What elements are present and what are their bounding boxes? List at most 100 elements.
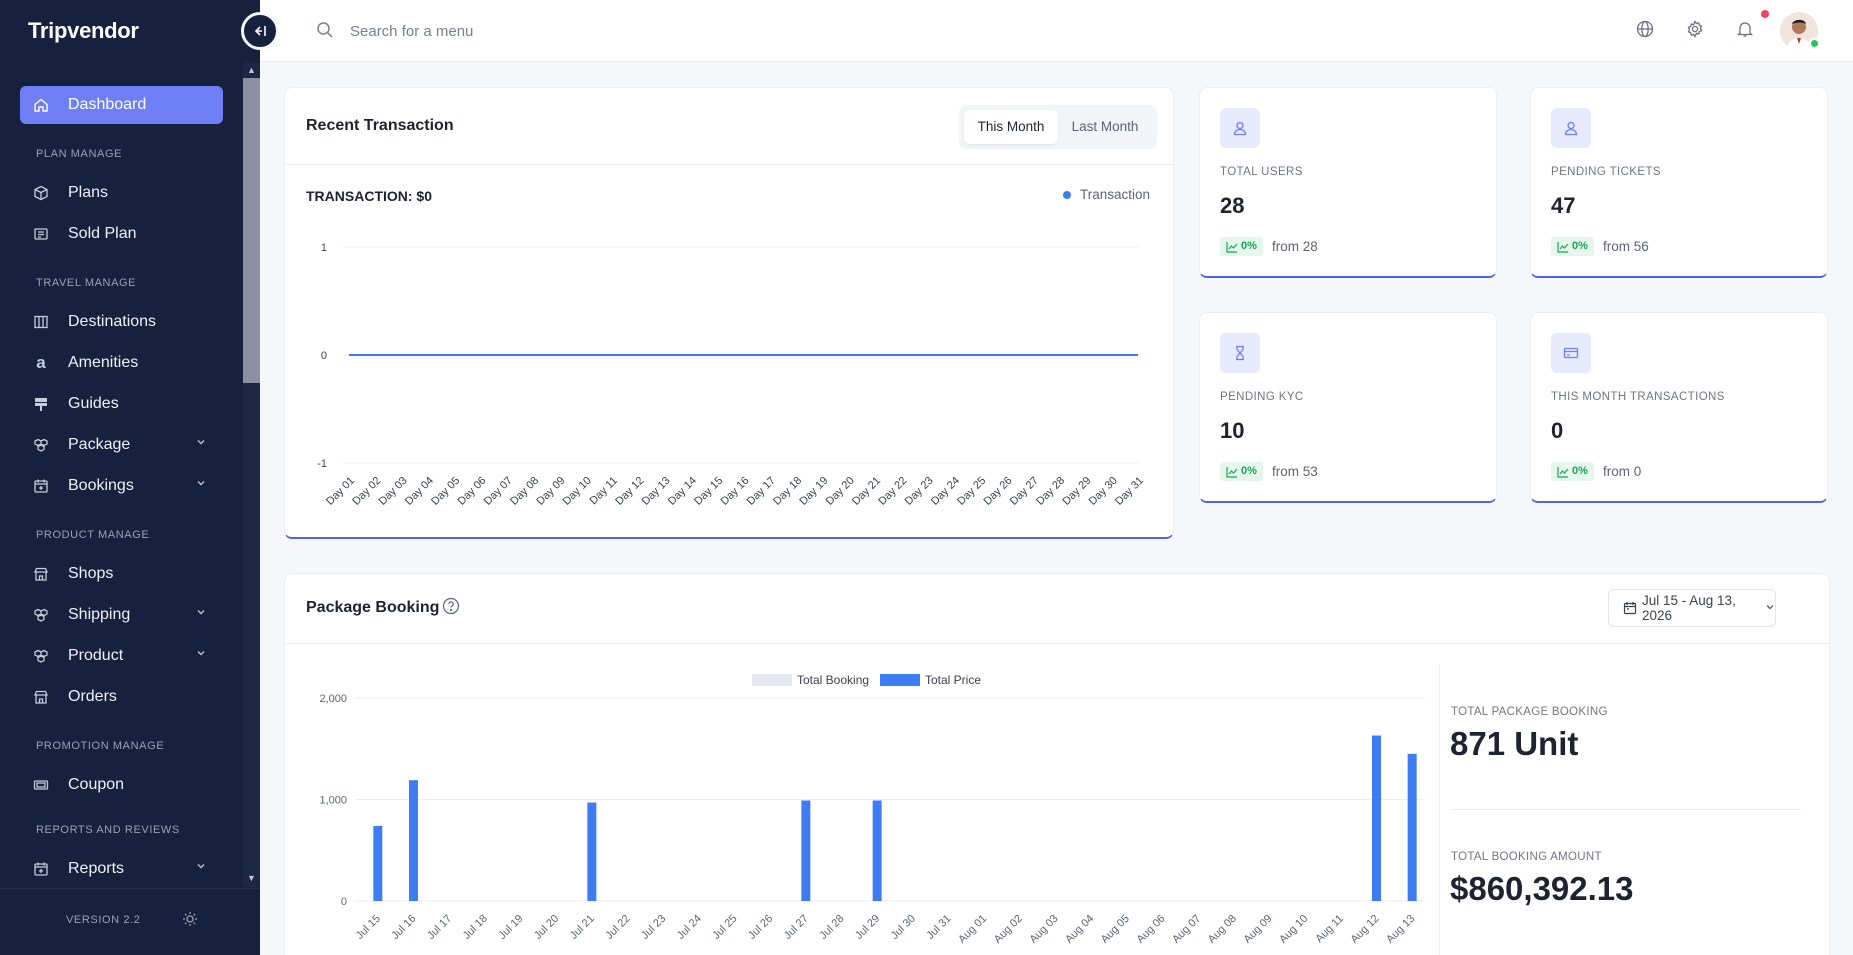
sidebar-item-label: Guides [68,395,119,412]
bar-total-price [801,800,811,901]
bar-total-price [373,825,383,901]
sidebar-item-label: Shops [68,565,114,582]
chart-legend: Total Booking Total Price [752,673,981,687]
stat-from: from 28 [1272,239,1318,254]
y-tick-label: -1 [317,458,327,470]
sidebar-item-dashboard[interactable]: Dashboard [20,86,223,124]
stat-change-badge: 0% [1220,462,1263,481]
chart-legend: Transaction [1063,187,1150,202]
sidebar-item-sold-plan[interactable]: Sold Plan [20,215,223,253]
x-tick-label: Day 03 [377,475,410,508]
x-tick-label: Aug 04 [1063,913,1096,946]
tab-this-month[interactable]: This Month [964,110,1058,144]
stat-change: 0% [1241,240,1257,252]
sidebar-item-plans[interactable]: Plans [20,174,223,212]
search-input[interactable] [350,18,750,44]
sidebar-item-reports[interactable]: Reports [20,850,223,888]
sidebar-item-label: Plans [68,184,109,201]
boxes-icon [32,606,50,624]
tab-last-month[interactable]: Last Month [1071,119,1139,134]
y-tick-label: 1,000 [319,795,347,807]
x-tick-label: Aug 02 [992,913,1025,946]
sidebar-collapse-button[interactable] [241,12,279,50]
sidebar-item-label: Package [68,436,131,453]
logo-text: Tripvendor [28,18,139,43]
sidebar-item-shops[interactable]: Shops [20,555,223,593]
sidebar-item-amenities[interactable]: a Amenities [20,344,223,382]
chevron-down-icon [195,436,209,450]
x-tick-label: Jul 23 [639,913,668,942]
sidebar-item-coupon[interactable]: Coupon [20,766,223,804]
card-header: Recent Transaction This Month Last Month [285,88,1173,165]
amenities-icon: a [36,353,46,372]
total-package-booking-value: 871 Unit [1450,725,1579,762]
x-tick-label: Aug 09 [1241,913,1274,946]
x-tick-label: Jul 28 [817,913,846,942]
date-range-picker[interactable]: Jul 15 - Aug 13, 2026 [1608,589,1776,627]
x-tick-label: Jul 15 [354,913,383,942]
x-tick-label: Day 02 [350,475,383,508]
sidebar-item-bookings[interactable]: Bookings [20,467,223,505]
trend-up-icon [1226,466,1238,478]
bar-total-price [587,802,597,901]
stat-change-badge: 0% [1551,462,1594,481]
x-tick-label: Jul 24 [675,913,704,942]
x-tick-label: Day 04 [403,475,436,508]
sidebar-item-shipping[interactable]: Shipping [20,596,223,634]
section-heading-product: PRODUCT MANAGE [36,529,150,541]
sidebar-footer: VERSION 2.2 [0,888,260,955]
x-tick-label: Day 31 [1113,475,1146,508]
bar-total-price [872,800,882,901]
logo[interactable]: Tripvendor [28,18,139,44]
legend-swatch [1063,190,1071,199]
stat-value: 10 [1220,418,1245,443]
x-tick-label: Day 29 [1060,475,1093,508]
version-label: VERSION 2.2 [66,914,141,926]
sidebar-item-package[interactable]: Package [20,426,223,464]
divider [1451,809,1801,810]
stat-value: 0 [1551,418,1564,443]
trend-up-icon [1557,466,1569,478]
stat-value: 28 [1220,193,1245,218]
sidebar-item-guides[interactable]: Guides [20,385,223,423]
hourglass-icon [1220,333,1260,373]
sun-icon[interactable] [182,911,198,932]
legend-swatch [752,674,792,686]
x-tick-label: Day 26 [981,475,1014,508]
x-tick-label: Aug 12 [1348,913,1381,946]
sidebar-item-product[interactable]: Product [20,637,223,675]
stat-card-month-transactions: THIS MONTH TRANSACTIONS 0 0% from 0 [1530,312,1828,503]
total-package-booking-label: TOTAL PACKAGE BOOKING [1451,706,1608,718]
boxes-icon [32,436,50,454]
sidebar-item-destinations[interactable]: Destinations [20,303,223,341]
gear-icon[interactable] [1686,20,1706,40]
scroll-down-icon[interactable]: ▼ [247,873,256,883]
stat-change: 0% [1572,465,1588,477]
x-tick-label: Day 24 [929,475,962,508]
x-tick-label: Day 25 [955,475,988,508]
x-tick-label: Day 15 [692,475,725,508]
stat-card-pending-kyc: PENDING KYC 10 0% from 53 [1199,312,1497,503]
x-tick-label: Jul 16 [389,913,418,942]
card-title: Package Booking [306,599,440,616]
x-tick-label: Aug 05 [1099,913,1132,946]
help-icon[interactable] [442,597,460,615]
stat-card-pending-tickets: PENDING TICKETS 47 0% from 56 [1530,87,1828,278]
bar-total-price [1372,735,1381,901]
sidebar-item-label: Dashboard [68,96,147,113]
sidebar-item-label: Amenities [68,354,139,371]
total-booking-amount-value: $860,392.13 [1450,870,1634,907]
sidebar-item-orders[interactable]: Orders [20,678,223,716]
stat-value: 47 [1551,193,1576,218]
sidebar-scrollbar-thumb[interactable] [243,78,260,383]
globe-icon[interactable] [1636,20,1656,40]
credit-card-icon [1551,333,1591,373]
x-tick-label: Jul 21 [568,913,597,942]
x-tick-label: Day 23 [903,475,936,508]
sidebar-nav: Dashboard PLAN MANAGE Plans Sold Plan TR… [20,86,223,891]
scroll-up-icon[interactable]: ▲ [247,65,256,75]
legend-label: Transaction [1080,187,1151,202]
bell-icon[interactable] [1736,20,1756,40]
stat-label: PENDING KYC [1220,391,1304,403]
ticket-icon [32,776,50,794]
